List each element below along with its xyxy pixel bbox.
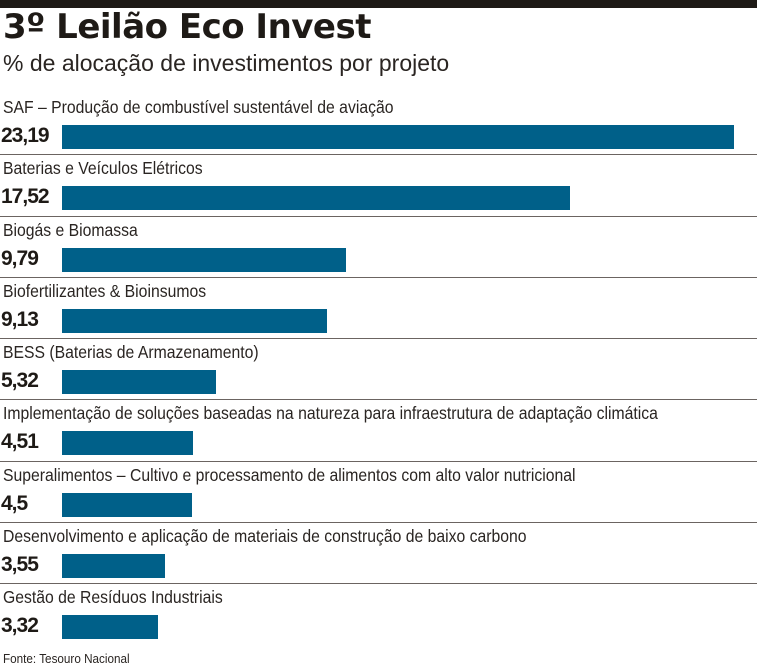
value-label: 17,52 [1,185,50,209]
bar [62,370,217,395]
category-label: Biofertilizantes & Bioinsumos [3,280,207,301]
value-label: 4,5 [1,491,28,515]
bar [62,554,165,579]
bar [62,308,327,333]
bar-row: Gestão de Resíduos Industriais 3,32 [0,584,757,645]
category-label: Superalimentos – Cultivo e processamento… [3,464,576,485]
bar [62,615,159,640]
bar [62,247,346,272]
bar-list: SAF – Produção de combustível sustentáve… [0,94,757,646]
bar-row: Biofertilizantes & Bioinsumos 9,13 [0,278,757,340]
bar-row: Biogás e Biomassa 9,79 [0,217,757,278]
bar-row: Desenvolvimento e aplicação de materiais… [0,523,757,585]
category-label: Gestão de Resíduos Industriais [3,587,223,608]
bar-row: Implementação de soluções baseadas na na… [0,400,757,462]
category-label: Desenvolvimento e aplicação de materiais… [3,526,527,547]
bar-row: Baterias e Veículos Elétricos 17,52 [0,155,757,217]
chart-title: 3º Leilão Eco Invest [3,7,371,47]
category-label: Biogás e Biomassa [3,219,138,240]
bar [62,492,193,517]
category-label: Baterias e Veículos Elétricos [3,158,203,179]
bar [62,125,734,149]
value-label: 23,19 [1,124,50,147]
category-label: Implementação de soluções baseadas na na… [3,403,658,424]
bar-row: BESS (Baterias de Armazenamento) 5,32 [0,339,757,401]
bar-row: Superalimentos – Cultivo e processamento… [0,462,757,524]
bar-row: SAF – Produção de combustível sustentáve… [0,94,757,156]
bar [62,186,570,211]
value-label: 5,32 [1,369,39,393]
value-label: 4,51 [1,430,39,454]
category-label: BESS (Baterias de Armazenamento) [3,342,259,363]
value-label: 9,13 [1,307,39,331]
value-label: 3,32 [1,614,39,638]
chart-subtitle: % de alocação de investimentos por proje… [3,50,450,76]
category-label: SAF – Produção de combustível sustentáve… [3,97,394,117]
value-label: 9,79 [1,246,39,270]
value-label: 3,55 [1,553,39,577]
source-note: Fonte: Tesouro Nacional [3,651,130,666]
top-rule [0,0,757,8]
bar [62,431,193,456]
